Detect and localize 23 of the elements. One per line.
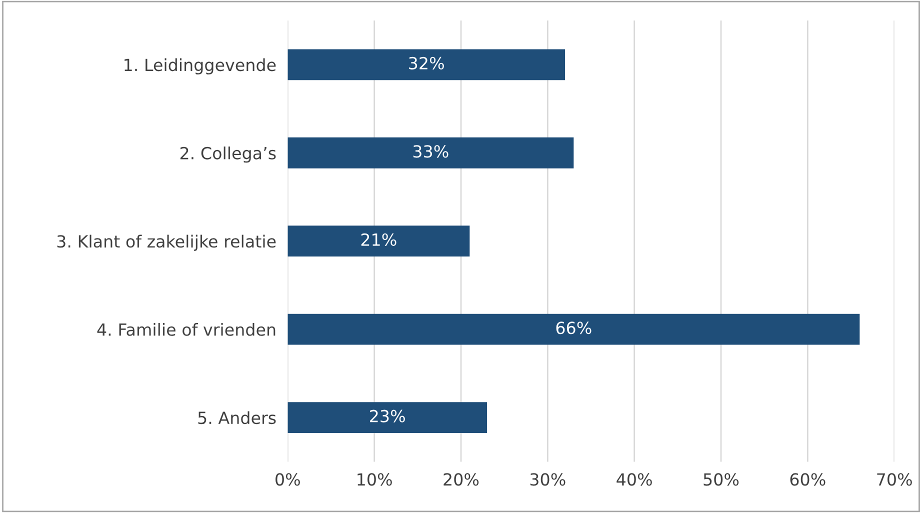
y-tick-label: 5. Anders <box>198 411 276 424</box>
x-tick-label: 70% <box>877 473 912 486</box>
y-tick-label: 4. Familie of vrienden <box>97 323 276 336</box>
x-tick-label: 10% <box>358 473 392 486</box>
bar <box>288 137 574 168</box>
bar <box>288 402 487 434</box>
x-tick-label: 60% <box>790 473 826 486</box>
x-tick-label: 30% <box>530 473 566 486</box>
x-tick-label: 50% <box>704 473 739 486</box>
y-tick-label: 3. Klant of zakelijke relatie <box>57 234 276 251</box>
data-label: 21% <box>361 233 396 246</box>
data-label: 66% <box>556 322 592 334</box>
x-tick-label: 20% <box>444 473 479 486</box>
x-tick-label: 40% <box>616 473 652 486</box>
data-label: 32% <box>409 56 444 70</box>
bar <box>288 314 860 345</box>
y-tick-label: 1. Leidinggevende <box>124 58 276 74</box>
bar <box>288 226 470 257</box>
bar <box>288 49 565 80</box>
data-label: 33% <box>413 145 448 158</box>
data-label: 23% <box>370 410 405 422</box>
y-tick-label: 2. Collega’s <box>180 146 276 163</box>
x-tick-label: 0% <box>276 473 300 486</box>
